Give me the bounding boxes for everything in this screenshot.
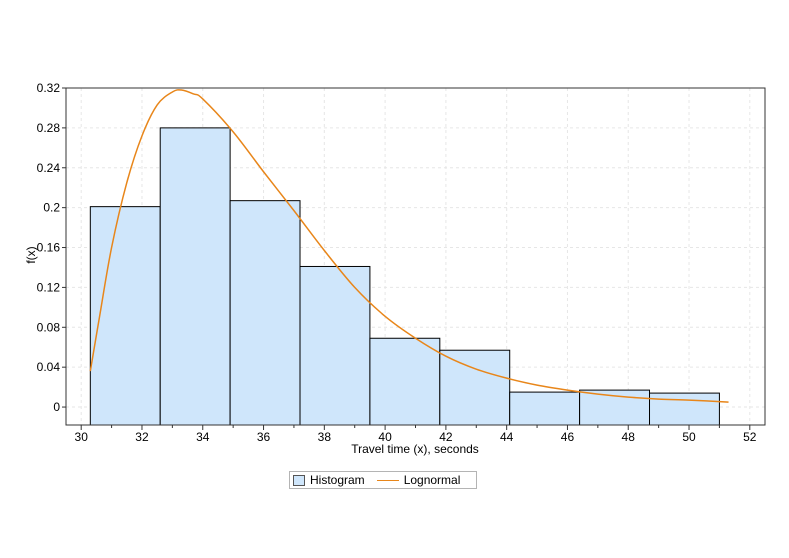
y-tick-label: 0.08 (37, 320, 61, 334)
x-tick-label: 52 (743, 430, 757, 444)
x-axis: 30 32 34 36 38 40 42 44 46 48 50 52 (75, 425, 757, 444)
histogram-bar-2 (159, 127, 231, 426)
x-tick-label: 42 (439, 430, 453, 444)
histogram-bar-4 (299, 265, 371, 426)
x-tick-label: 32 (135, 430, 149, 444)
legend-label-histogram: Histogram (310, 473, 365, 487)
legend-item-histogram: Histogram (293, 473, 365, 487)
histogram-bar-3 (229, 200, 301, 426)
legend-item-lognormal: Lognormal (376, 473, 461, 487)
x-tick-label: 38 (318, 430, 332, 444)
histogram-bars (89, 127, 720, 426)
histogram-bar-9 (649, 392, 720, 426)
x-tick-label: 40 (378, 430, 392, 444)
y-axis-title: f(x) (24, 246, 38, 263)
histogram-bar-5 (369, 337, 441, 426)
histogram-bar-6 (439, 349, 511, 426)
histogram-bar-1 (89, 206, 161, 426)
lognormal-curve-line (89, 89, 729, 403)
y-tick-label: 0.12 (37, 280, 61, 294)
y-tick-label: 0.04 (37, 360, 61, 374)
x-tick-label: 46 (561, 430, 575, 444)
x-tick-label: 36 (257, 430, 271, 444)
y-tick-label: 0.28 (37, 121, 61, 135)
x-axis-title: Travel time (x), seconds (351, 442, 479, 456)
histogram-swatch-icon (293, 474, 305, 486)
x-tick-label: 30 (75, 430, 89, 444)
y-tick-label: 0.16 (37, 241, 61, 255)
y-tick-label: 0.2 (43, 201, 60, 215)
x-tick-label: 48 (622, 430, 636, 444)
lognormal-swatch-icon (376, 479, 399, 481)
histogram-bar-7 (509, 391, 581, 426)
y-axis: 0 0.04 0.08 0.12 0.16 0.2 0.24 0.28 0.32 (37, 81, 66, 414)
legend-label-lognormal: Lognormal (403, 473, 461, 487)
x-tick-label: 34 (196, 430, 210, 444)
y-tick-label: 0 (53, 400, 60, 414)
x-tick-label: 44 (500, 430, 514, 444)
lognormal-curve (89, 89, 729, 403)
y-tick-label: 0.32 (37, 81, 61, 95)
x-tick-label: 50 (682, 430, 696, 444)
y-tick-label: 0.24 (37, 161, 61, 175)
legend: Histogram Lognormal (289, 471, 478, 489)
